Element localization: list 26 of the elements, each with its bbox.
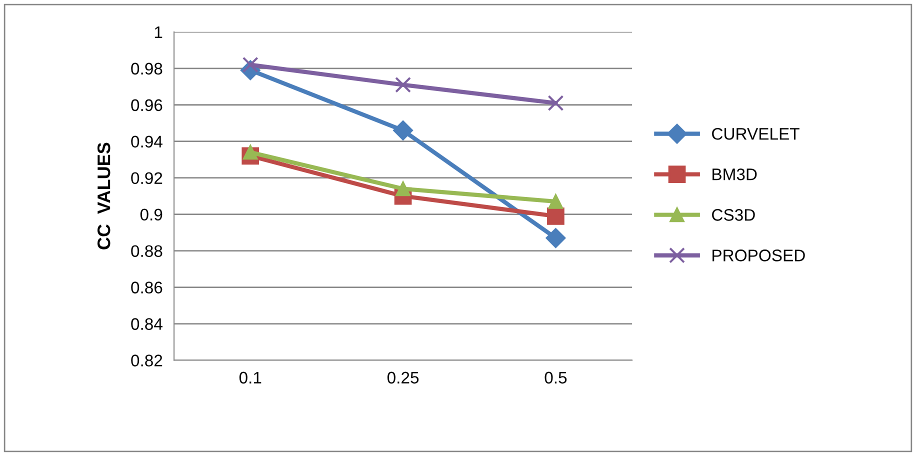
y-axis-title: CC VALUES (97, 142, 110, 250)
y-tick-label: 0.86 (131, 282, 162, 294)
point (393, 120, 413, 140)
legend-label: PROPOSED (712, 250, 805, 262)
y-tick-label: 0.9 (140, 208, 162, 221)
y-tick-label: 0.84 (131, 318, 162, 330)
legend-label: BM3D (712, 168, 757, 180)
legend-label: CS3D (712, 209, 755, 221)
point (548, 95, 564, 112)
point (546, 228, 566, 248)
y-tick-label: 0.96 (131, 99, 162, 112)
point (243, 145, 258, 160)
y-tick-label: 1 (154, 26, 162, 38)
legend-label: CURVELET (712, 128, 800, 140)
y-tick-label: 0.98 (131, 62, 162, 75)
x-tick-label: 0.5 (544, 372, 567, 384)
x-tick-label: 0.1 (239, 372, 262, 384)
y-tick-label: 0.82 (131, 354, 162, 366)
point (547, 207, 564, 225)
point (395, 76, 412, 93)
y-tick-label: 0.92 (131, 172, 162, 184)
y-tick-label: 0.94 (131, 136, 162, 148)
y-tick-label: 0.88 (131, 245, 162, 258)
x-tick-label: 0.25 (387, 372, 419, 384)
point (396, 181, 410, 196)
point (548, 194, 563, 209)
